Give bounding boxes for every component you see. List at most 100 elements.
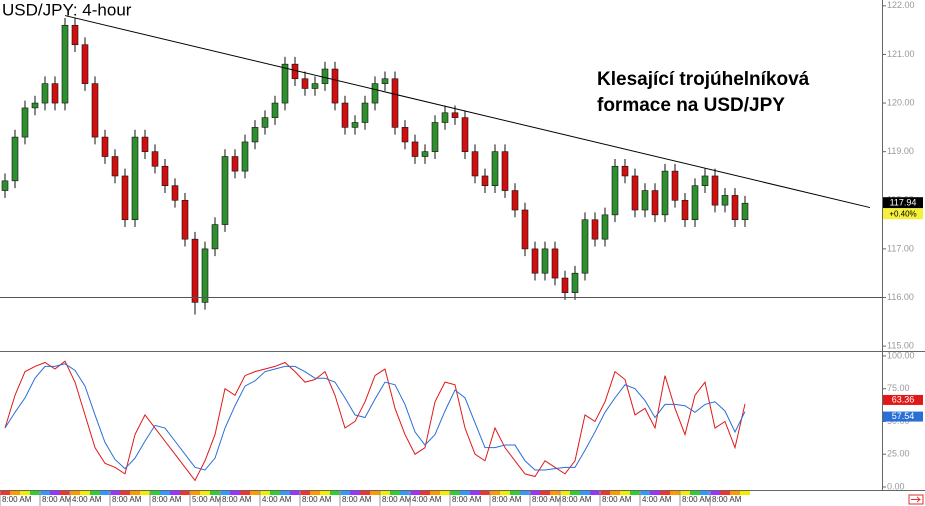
candle-body [651, 190, 659, 216]
time-strip [140, 491, 150, 495]
time-strip [360, 491, 370, 495]
time-strip [270, 491, 280, 495]
time-strip [550, 491, 560, 495]
time-strip [740, 491, 750, 495]
time-strip [290, 491, 300, 495]
candle-body [31, 102, 39, 109]
time-strip [600, 491, 610, 495]
y-tick-label: 116.00 [887, 292, 914, 302]
candle-body [241, 141, 249, 172]
x-tick-label: 8:00 AM [602, 495, 632, 504]
candle-body [481, 175, 489, 186]
candle-body [91, 83, 99, 138]
time-strip [520, 491, 530, 495]
time-strip [230, 491, 240, 495]
candle-body [631, 175, 639, 211]
candle-body [311, 83, 319, 89]
scroll-arrow [911, 496, 921, 503]
time-strip [670, 491, 680, 495]
candle-body [131, 136, 139, 221]
time-strip [170, 491, 180, 495]
time-strip [610, 491, 620, 495]
x-tick-label: 4:00 AM [412, 495, 442, 504]
candle-body [221, 156, 229, 225]
value-tag [883, 394, 923, 405]
x-tick-label: 4:00 AM [642, 495, 672, 504]
time-strip [0, 491, 10, 495]
candle-body [451, 112, 459, 118]
time-strip [650, 491, 660, 495]
candle-body [491, 151, 499, 186]
candle-body [371, 83, 379, 104]
y-tick-label: 122.00 [887, 0, 915, 10]
x-tick-label: 8:00 AM [222, 495, 252, 504]
candle-body [351, 122, 359, 128]
stoch-line [4, 363, 746, 471]
candle-body [431, 122, 439, 152]
candle-body [601, 214, 609, 240]
time-strip [330, 491, 340, 495]
time-strip [570, 491, 580, 495]
price-tag [883, 197, 923, 209]
candle-body [121, 175, 129, 221]
candle-body [281, 63, 289, 104]
candle-body [1, 180, 9, 191]
value-tag-label: 63.36 [892, 394, 915, 404]
trendline [64, 15, 871, 209]
time-strip [560, 491, 570, 495]
candle-body [471, 151, 479, 177]
y-tick-label: 117.00 [887, 243, 914, 253]
candle-body [191, 238, 199, 303]
time-strip [70, 491, 80, 495]
candle-body [541, 248, 549, 274]
time-strip [710, 491, 720, 495]
candle-body [71, 24, 79, 46]
stoch-line [4, 360, 746, 482]
x-tick-label: 8:00 AM [112, 495, 142, 504]
time-strip [400, 491, 410, 495]
candle-body [101, 136, 109, 157]
change-tag-label: +0.40% [889, 209, 916, 218]
time-strip [700, 491, 710, 495]
candle-body [671, 170, 679, 201]
time-strip [200, 491, 210, 495]
candle-body [111, 156, 119, 177]
time-strip [50, 491, 60, 495]
time-strip [300, 491, 310, 495]
time-strip [10, 491, 20, 495]
y-tick-label: 115.00 [887, 340, 914, 350]
x-tick-label: 8:00 AM [302, 495, 332, 504]
time-strip [40, 491, 50, 495]
time-strip [630, 491, 640, 495]
candle-body [301, 78, 309, 89]
time-strip [220, 491, 230, 495]
x-tick-label: 8:00 AM [492, 495, 522, 504]
time-strip [720, 491, 730, 495]
candle-body [701, 175, 709, 186]
candle-body [641, 190, 649, 211]
candle-body [401, 127, 409, 143]
candle-body [661, 170, 669, 216]
time-strip [420, 491, 430, 495]
x-tick-label: 8:00 AM [712, 495, 742, 504]
candle-body [201, 248, 209, 303]
candle-body [681, 199, 689, 221]
time-strip [530, 491, 540, 495]
time-strip [120, 491, 130, 495]
time-strip [240, 491, 250, 495]
candle-body [711, 175, 719, 206]
candle-body [211, 224, 219, 250]
x-tick-label: 4:00 AM [262, 495, 292, 504]
candle-body [141, 136, 149, 152]
y-tick-label: 121.00 [887, 49, 915, 59]
candle-body [621, 165, 629, 177]
time-strip [320, 491, 330, 495]
time-strip [370, 491, 380, 495]
candle-body [521, 209, 529, 250]
candle-body [81, 44, 89, 84]
time-strip [20, 491, 30, 495]
time-strip [470, 491, 480, 495]
candle-body [561, 277, 569, 293]
